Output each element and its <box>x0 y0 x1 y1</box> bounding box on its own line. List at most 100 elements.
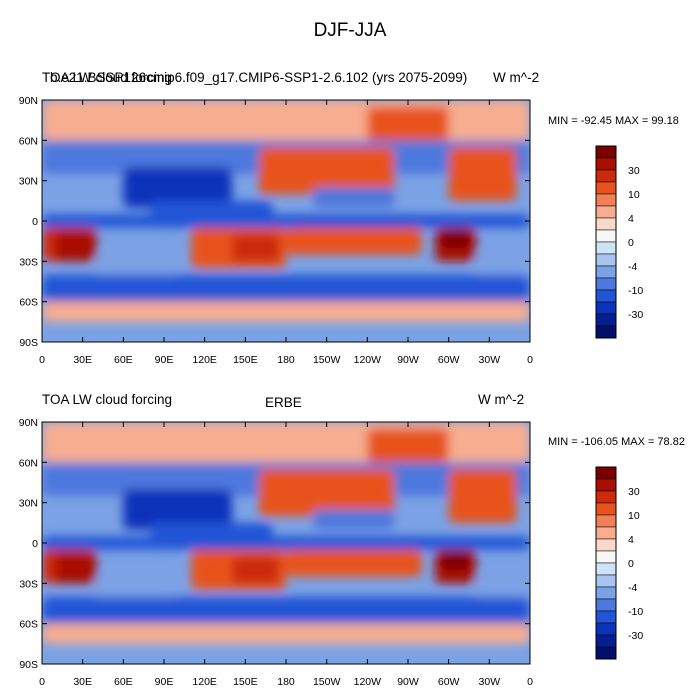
colorbar-label: 30 <box>628 165 640 177</box>
x-tick-label: 90W <box>397 676 419 688</box>
y-tick-label: 90N <box>19 95 38 107</box>
colorbar-swatch <box>595 550 617 564</box>
panel2-left-title: TOA LW cloud forcing <box>42 392 173 407</box>
map-region <box>231 556 280 584</box>
y-tick-label: 30N <box>19 498 38 510</box>
panel2-center-title: ERBE <box>265 395 302 410</box>
colorbar-swatch <box>595 502 617 516</box>
colorbar-swatch <box>595 181 617 195</box>
colorbar-label: 10 <box>628 189 640 201</box>
y-tick-label: 30S <box>19 256 38 268</box>
colorbar-label: -30 <box>628 630 643 642</box>
colorbar-swatch <box>595 538 617 552</box>
map-region <box>231 234 280 262</box>
map-panel-2 <box>42 422 530 664</box>
colorbar-swatch <box>595 562 617 576</box>
y-tick-label: 90S <box>19 659 38 671</box>
map-region <box>123 167 232 208</box>
colorbar-label: -30 <box>628 309 643 321</box>
x-tick-label: 30E <box>73 676 92 688</box>
map-region <box>42 301 530 322</box>
x-tick-label: 150W <box>313 676 341 688</box>
colorbar-swatch <box>595 289 617 303</box>
x-tick-label: 180 <box>277 676 295 688</box>
y-tick-label: 0 <box>32 216 38 228</box>
map-region <box>150 200 273 228</box>
colorbar-label: -10 <box>628 285 643 297</box>
colorbar-swatch <box>595 205 617 219</box>
colorbar-label: -10 <box>628 606 643 618</box>
map-region <box>441 231 469 248</box>
x-tick-label: 60E <box>114 354 133 366</box>
colorbar-swatch <box>595 466 617 480</box>
colorbar-label: -4 <box>628 261 637 273</box>
map-region <box>313 187 395 208</box>
x-tick-label: 90E <box>155 676 174 688</box>
colorbar-swatch <box>595 610 617 624</box>
colorbar-frame <box>595 466 617 660</box>
y-tick-label: 60S <box>19 619 38 631</box>
map-region <box>42 274 530 302</box>
colorbar-swatch <box>595 526 617 540</box>
x-tick-label: 150E <box>233 676 258 688</box>
figure-title: DJF-JJA <box>313 20 387 41</box>
map-region <box>55 231 97 262</box>
map-region <box>42 596 530 624</box>
x-tick-label: 30W <box>479 354 501 366</box>
x-tick-label: 0 <box>527 676 533 688</box>
x-tick-label: 150W <box>313 354 341 366</box>
x-tick-label: 60W <box>438 354 460 366</box>
colorbar-label: 0 <box>628 558 634 570</box>
map-region <box>475 576 530 597</box>
panel1-center-title: b.e21.BSSP126cmip6.f09_g17.CMIP6-SSP1-2.… <box>50 70 468 85</box>
x-tick-label: 180 <box>277 354 295 366</box>
x-tick-label: 0 <box>39 676 45 688</box>
map-region <box>42 422 530 463</box>
map-region <box>286 549 422 577</box>
map-region <box>448 147 517 201</box>
map-region <box>258 469 395 517</box>
x-tick-label: 0 <box>527 354 533 366</box>
colorbar-swatch <box>595 157 617 171</box>
colorbar-label: 4 <box>628 213 634 225</box>
map-region <box>96 254 178 275</box>
panel1-left-title: TOA LW cloud forcing <box>42 70 173 85</box>
x-tick-label: 90W <box>397 354 419 366</box>
panel1-min-max: MIN = -92.45 MAX = 99.18 <box>548 115 679 127</box>
y-tick-label: 60S <box>19 297 38 309</box>
y-tick-label: 30S <box>19 578 38 590</box>
panel2-min-max: MIN = -106.05 MAX = 78.82 <box>548 436 685 448</box>
map-region <box>42 100 530 141</box>
y-tick-label: 0 <box>32 538 38 550</box>
x-tick-label: 30E <box>73 354 92 366</box>
y-tick-label: 90N <box>19 417 38 429</box>
colorbar-label: 0 <box>628 237 634 249</box>
colorbar-label: -4 <box>628 582 637 594</box>
y-tick-label: 30N <box>19 176 38 188</box>
map-region <box>96 576 178 597</box>
map-field <box>42 422 530 644</box>
colorbar-swatch <box>595 622 617 636</box>
colorbar-swatch <box>595 277 617 291</box>
map-region <box>42 214 530 228</box>
colorbar-swatch <box>595 313 617 327</box>
panel2-units: W m^-2 <box>478 392 525 407</box>
map-region <box>150 522 273 550</box>
panel1-units: W m^-2 <box>493 70 540 85</box>
map-region <box>475 254 530 275</box>
map-region <box>313 509 395 530</box>
colorbar-swatch <box>595 490 617 504</box>
x-tick-label: 0 <box>39 354 45 366</box>
x-tick-label: 120E <box>192 354 217 366</box>
colorbar-swatch <box>595 514 617 528</box>
map-panel-1 <box>42 100 530 342</box>
colorbar-swatch <box>595 241 617 255</box>
y-tick-label: 60N <box>19 135 38 147</box>
map-region <box>258 147 395 195</box>
colorbar-label: 30 <box>628 486 640 498</box>
x-tick-label: 120E <box>192 676 217 688</box>
colorbar-swatch <box>595 574 617 588</box>
x-tick-label: 150E <box>233 354 258 366</box>
x-tick-label: 60E <box>114 676 133 688</box>
